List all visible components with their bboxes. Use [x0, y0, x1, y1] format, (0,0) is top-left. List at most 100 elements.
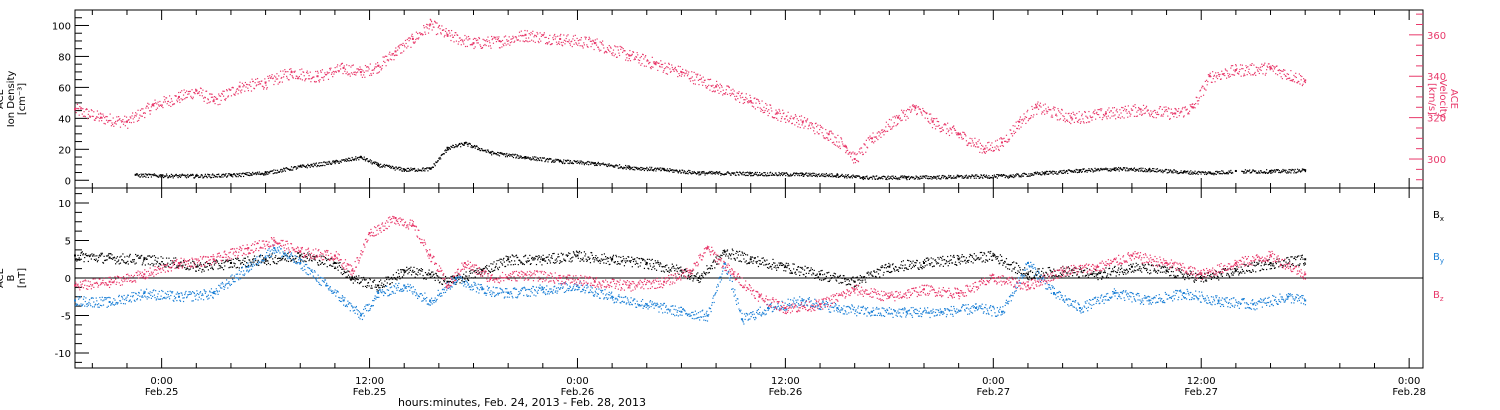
data-point — [469, 142, 471, 145]
data-point — [307, 252, 309, 254]
data-point — [1269, 66, 1272, 69]
data-point — [846, 174, 849, 177]
data-point — [930, 175, 932, 178]
data-point — [147, 176, 149, 179]
data-point — [874, 140, 876, 142]
data-point — [532, 156, 534, 158]
data-point — [598, 48, 600, 50]
data-point — [1142, 167, 1144, 169]
data-point — [808, 175, 810, 177]
data-point — [181, 173, 183, 175]
data-point — [247, 174, 249, 176]
data-point — [734, 174, 736, 176]
data-point — [84, 254, 86, 256]
data-point — [248, 84, 250, 86]
data-point — [135, 262, 137, 264]
data-point — [971, 174, 974, 176]
data-point — [294, 70, 296, 72]
data-point — [257, 81, 259, 83]
data-point — [145, 176, 147, 178]
data-point — [512, 35, 514, 37]
data-point — [290, 260, 292, 262]
data-point — [212, 96, 214, 98]
data-point — [945, 178, 947, 180]
data-point — [577, 161, 579, 164]
data-point — [1284, 69, 1286, 71]
data-point — [358, 159, 360, 161]
data-point — [578, 161, 580, 164]
data-point — [286, 255, 288, 257]
data-point — [1025, 116, 1028, 119]
data-point — [1215, 72, 1217, 74]
data-point — [514, 153, 516, 155]
data-point — [444, 279, 446, 281]
data-point — [802, 173, 804, 176]
data-point — [665, 67, 667, 69]
data-point — [1062, 119, 1065, 121]
data-point — [108, 120, 110, 122]
data-point — [186, 175, 188, 177]
data-point — [1190, 172, 1193, 174]
data-point — [408, 170, 410, 172]
data-point — [643, 167, 645, 169]
data-point — [1284, 75, 1287, 77]
data-point — [167, 177, 169, 179]
data-point — [842, 143, 844, 145]
data-point — [1058, 119, 1060, 121]
data-point — [274, 80, 276, 82]
data-point — [105, 115, 107, 118]
data-point — [409, 267, 411, 270]
data-point — [596, 38, 598, 40]
data-point — [486, 39, 488, 41]
data-point — [1095, 168, 1097, 171]
data-point — [150, 173, 152, 176]
data-point — [420, 268, 422, 270]
data-point — [408, 271, 410, 273]
data-point — [640, 169, 642, 171]
data-point — [675, 69, 677, 71]
data-point — [311, 163, 313, 165]
data-point — [506, 156, 508, 158]
data-point — [158, 104, 160, 106]
data-point — [225, 97, 227, 100]
data-point — [356, 278, 358, 280]
data-point — [1038, 173, 1040, 175]
data-point — [1082, 121, 1085, 123]
data-point — [272, 170, 274, 172]
data-point — [1096, 113, 1099, 116]
data-point — [802, 175, 804, 177]
data-point — [856, 175, 858, 177]
data-point — [277, 171, 279, 173]
data-point — [309, 71, 311, 73]
data-point — [565, 160, 567, 162]
data-point — [168, 174, 171, 177]
data-point — [317, 72, 319, 74]
data-point — [78, 114, 80, 116]
data-point — [101, 254, 103, 256]
data-point — [455, 32, 457, 34]
data-point — [167, 177, 169, 179]
data-point — [1238, 70, 1240, 73]
data-point — [766, 175, 768, 177]
data-point — [96, 110, 99, 112]
data-point — [953, 177, 955, 179]
data-point — [498, 155, 501, 157]
data-point — [573, 43, 575, 45]
data-point — [496, 36, 498, 38]
data-point — [1016, 127, 1018, 130]
data-point — [138, 117, 140, 119]
data-point — [423, 27, 425, 29]
data-point — [718, 92, 720, 94]
data-point — [351, 277, 354, 279]
data-point — [521, 157, 523, 159]
data-point — [391, 53, 393, 55]
data-point — [529, 34, 532, 36]
data-point — [715, 171, 718, 173]
data-point — [143, 175, 145, 177]
data-point — [739, 95, 741, 97]
data-point — [304, 80, 306, 82]
data-point — [292, 258, 294, 260]
data-point — [361, 277, 363, 279]
data-point — [540, 35, 542, 38]
data-point — [86, 254, 88, 257]
